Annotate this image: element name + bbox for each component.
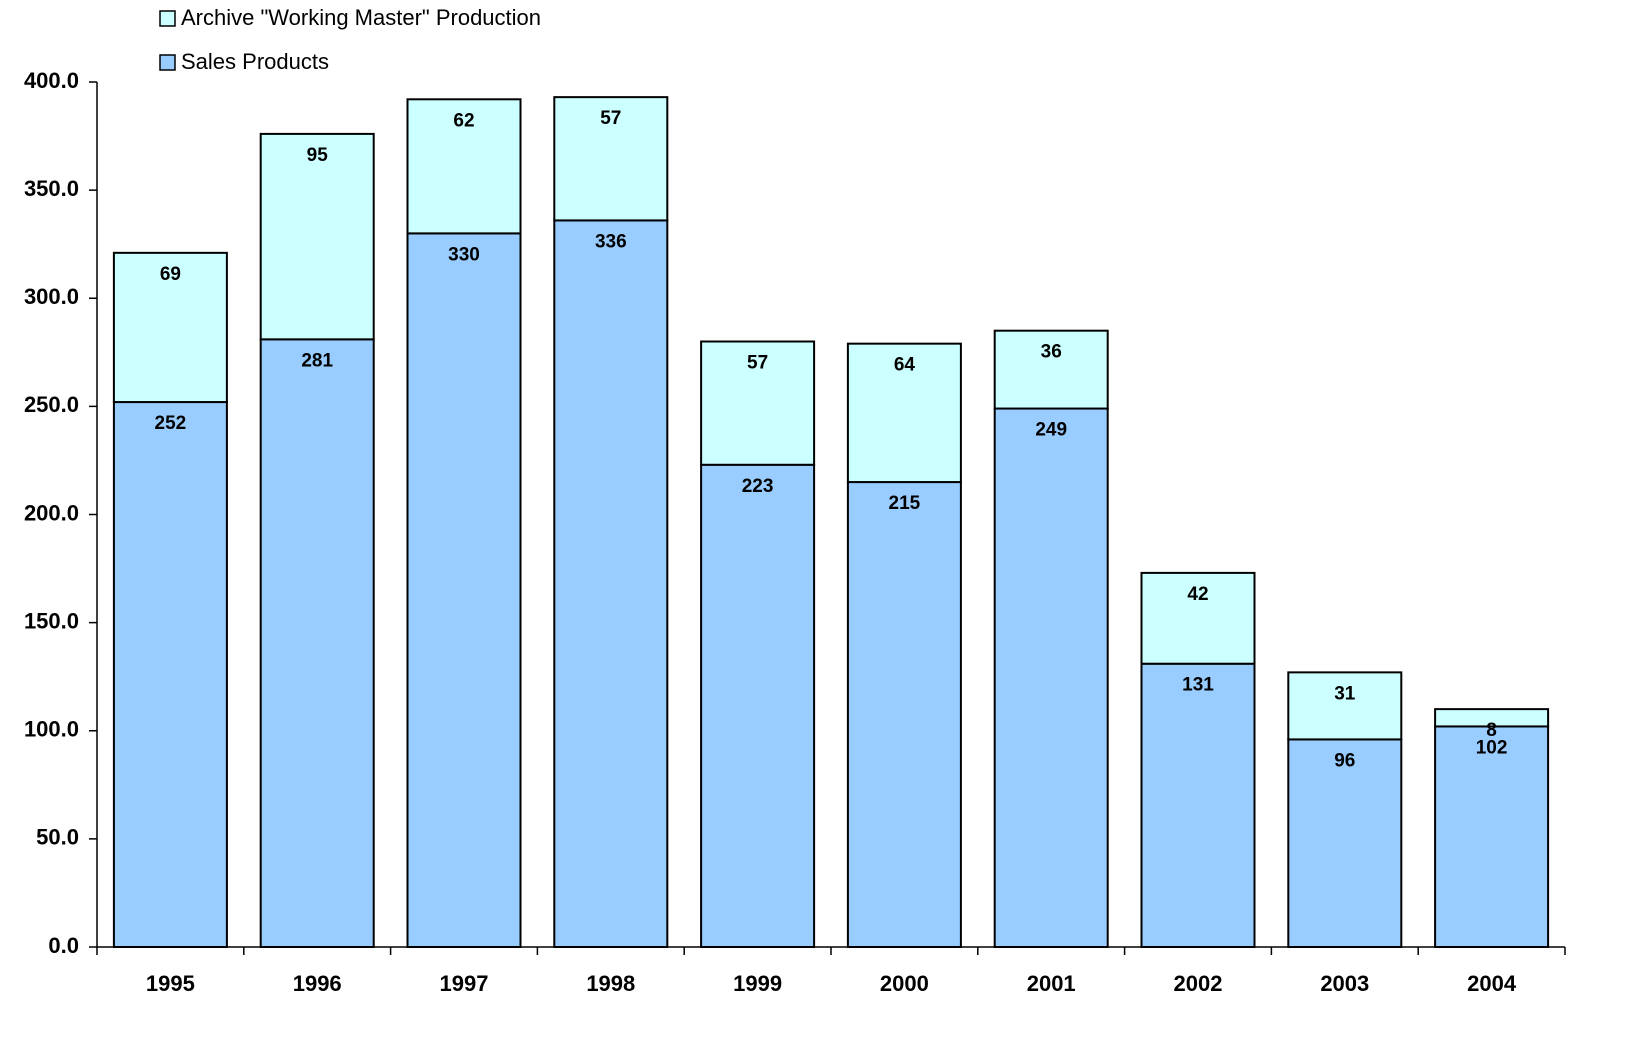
y-tick-label: 300.0 <box>24 284 79 309</box>
x-tick-label: 1998 <box>586 971 635 996</box>
bar-segment <box>553 96 669 222</box>
data-label: 281 <box>301 350 333 371</box>
bar-segment <box>259 338 375 948</box>
y-tick-label: 100.0 <box>24 717 79 742</box>
x-tick-label: 2000 <box>880 971 929 996</box>
bar-segment <box>553 219 669 948</box>
data-label: 102 <box>1476 737 1508 758</box>
data-label: 96 <box>1334 750 1355 771</box>
y-tick-label: 50.0 <box>36 825 79 850</box>
x-tick-label: 1995 <box>146 971 195 996</box>
y-tick-label: 400.0 <box>24 68 79 93</box>
data-label: 42 <box>1187 584 1208 605</box>
bar-segment <box>1287 738 1403 949</box>
bar-segment <box>1287 671 1403 741</box>
data-label: 336 <box>595 231 627 252</box>
bar-segment <box>259 132 375 341</box>
x-tick-label: 1997 <box>440 971 489 996</box>
x-tick-label: 2004 <box>1467 971 1517 996</box>
data-label: 57 <box>747 353 768 374</box>
x-tick-label: 2003 <box>1320 971 1369 996</box>
legend-label: Archive "Working Master" Production <box>181 5 541 30</box>
y-tick-label: 0.0 <box>48 933 79 958</box>
y-tick-label: 150.0 <box>24 608 79 633</box>
data-label: 36 <box>1041 342 1062 363</box>
x-tick-label: 1996 <box>293 971 342 996</box>
data-label: 64 <box>894 355 916 376</box>
data-label: 62 <box>453 110 474 131</box>
bar-segment <box>993 329 1109 410</box>
data-label: 330 <box>448 244 480 265</box>
data-label: 223 <box>742 476 774 497</box>
x-tick-label: 2002 <box>1174 971 1223 996</box>
bar-segment <box>1140 571 1256 665</box>
data-label: 252 <box>155 413 187 434</box>
legend-swatch <box>159 10 176 27</box>
data-label: 95 <box>307 145 329 166</box>
bar-segment <box>1140 662 1256 949</box>
data-label: 249 <box>1035 420 1067 441</box>
x-tick-label: 1999 <box>733 971 782 996</box>
data-label: 57 <box>600 108 621 129</box>
bar-segment <box>1434 725 1550 948</box>
data-label: 31 <box>1334 683 1356 704</box>
bar-segment <box>700 463 816 948</box>
legend-label: Sales Products <box>181 49 329 74</box>
y-tick-label: 200.0 <box>24 500 79 525</box>
data-label: 69 <box>160 264 181 285</box>
bar-segment <box>846 342 962 484</box>
bar-segment <box>700 340 816 466</box>
legend-swatch <box>159 54 176 71</box>
y-tick-label: 250.0 <box>24 392 79 417</box>
y-tick-label: 350.0 <box>24 176 79 201</box>
data-label: 131 <box>1182 675 1214 696</box>
data-label: 215 <box>889 493 921 514</box>
x-tick-label: 2001 <box>1027 971 1076 996</box>
bar-segment <box>993 407 1109 949</box>
bar-segment <box>846 481 962 948</box>
bar-segment <box>406 232 522 948</box>
data-label: 8 <box>1486 720 1497 741</box>
bar-segment <box>1434 708 1550 728</box>
bar-segment <box>112 401 228 948</box>
bar-segment <box>112 251 228 404</box>
bar-segment <box>406 98 522 235</box>
